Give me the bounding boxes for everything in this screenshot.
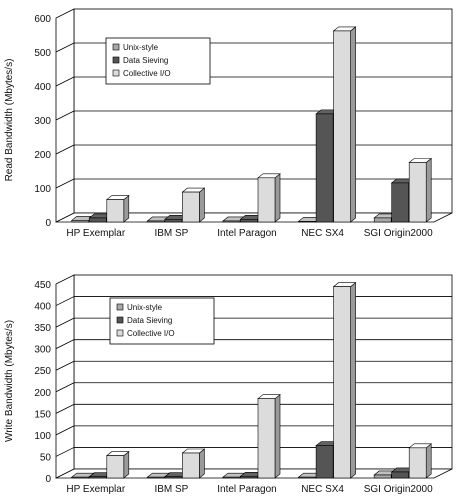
bar [181,187,206,223]
y-tick-label: 350 [34,323,51,334]
x-tick-label: HP Exemplar [66,484,125,495]
y-tick-label: 200 [34,388,51,399]
x-tick-label: HP Exemplar [66,228,125,239]
legend-label: Collective I/O [127,329,175,338]
y-tick-label: 250 [34,366,51,377]
bar [257,394,281,479]
chart-side-wall [55,274,75,479]
bar [181,448,206,479]
y-tick-label: 100 [34,431,51,442]
y-tick-label: 300 [34,345,51,356]
read-bandwidth-chart: 0 100 200 300 400 500 600 Read Bandwidth (Mbyte… [4,8,453,239]
y-tick-label: 100 [34,184,51,195]
x-tick-label: SGI Origin2000 [364,228,433,239]
gridline [55,76,75,87]
gridline [55,42,75,53]
legend-label: Data Sieving [127,316,172,325]
gridline [55,317,75,328]
legend-swatch [112,56,120,64]
bar [105,450,130,479]
y-tick-label: 0 [45,218,51,229]
bar [332,281,357,479]
y-tick-label: 400 [34,82,51,93]
legend-label: Unix-style [123,43,159,52]
legend: Unix-style Data Sieving Collective I/O [105,37,211,85]
x-tick-label: SGI Origin2000 [364,484,433,495]
gridline [55,178,75,189]
bar [408,157,433,223]
gridline [55,425,75,436]
gridline [55,296,75,306]
legend-swatch [116,316,124,324]
y-tick-label: 400 [34,302,51,313]
y-axis-label: Read Bandwidth (Mbytes/s) [4,59,15,182]
x-tick-label: IBM SP [154,228,188,239]
bar [164,214,188,223]
legend: Unix-style Data Sieving Collective I/O [109,297,215,345]
y-tick-label: 0 [45,474,51,485]
x-tick-label: NEC SX4 [301,484,344,495]
bar [332,26,357,223]
y-axis-label: Write Bandwidth (Mbytes/s) [4,320,15,442]
x-tick-label: Intel Paragon [217,228,277,239]
gridline [55,447,75,457]
gridline [55,382,75,393]
gridline [55,144,75,155]
gridline [55,403,75,414]
bar [257,173,281,223]
y-tick-label: 50 [40,452,52,463]
gridline [55,360,75,371]
gridline [55,339,75,350]
legend-swatch [112,43,120,51]
legend-label: Collective I/O [123,69,171,78]
gridline [55,110,75,121]
y-tick-label: 600 [34,14,51,25]
legend-swatch [116,329,124,337]
y-tick-label: 200 [34,150,51,161]
legend-swatch [112,69,120,77]
x-tick-label: IBM SP [154,484,188,495]
legend-label: Data Sieving [123,56,168,65]
write-bandwidth-chart: 0 50 100 150 200 250 300 350 400 450 Write Bandwid… [4,274,453,495]
x-tick-label: Intel Paragon [217,484,277,495]
legend-label: Unix-style [127,303,163,312]
y-tick-label: 150 [34,409,51,420]
y-tick-label: 450 [34,280,51,291]
y-tick-label: 500 [34,48,51,59]
bar [105,194,130,223]
y-tick-label: 300 [34,116,51,127]
x-tick-label: NEC SX4 [301,228,344,239]
legend-swatch [116,303,124,311]
bar [408,443,433,479]
